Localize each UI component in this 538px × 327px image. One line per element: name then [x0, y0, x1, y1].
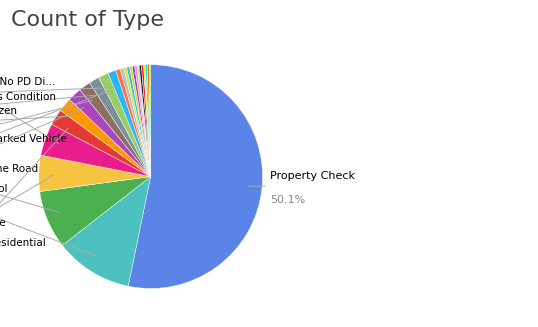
- Wedge shape: [144, 65, 151, 177]
- Wedge shape: [137, 65, 151, 177]
- Text: Property Check: Property Check: [271, 171, 356, 181]
- Wedge shape: [130, 66, 151, 177]
- Text: 50.1%: 50.1%: [271, 195, 306, 205]
- Wedge shape: [60, 99, 151, 177]
- Wedge shape: [39, 155, 151, 192]
- Wedge shape: [149, 65, 151, 177]
- Text: Count of Type: Count of Type: [11, 10, 164, 30]
- Wedge shape: [62, 177, 151, 286]
- Text: Extra Patrol: Extra Patrol: [0, 184, 8, 195]
- Wedge shape: [128, 65, 263, 288]
- Wedge shape: [124, 67, 151, 177]
- Text: Assist Citizen: Assist Citizen: [0, 106, 17, 116]
- Wedge shape: [98, 73, 151, 177]
- Wedge shape: [120, 68, 151, 177]
- Wedge shape: [126, 67, 151, 177]
- Wedge shape: [41, 124, 151, 177]
- Wedge shape: [40, 177, 151, 245]
- Text: Aided Case: Aided Case: [0, 218, 5, 228]
- Wedge shape: [69, 90, 151, 177]
- Wedge shape: [139, 65, 151, 177]
- Wedge shape: [80, 83, 151, 177]
- Wedge shape: [147, 65, 151, 177]
- Text: Rules of the Road: Rules of the Road: [0, 164, 38, 174]
- Text: Illegally Parked Vehicle: Illegally Parked Vehicle: [0, 134, 67, 144]
- Wedge shape: [108, 70, 151, 177]
- Wedge shape: [52, 111, 151, 177]
- Wedge shape: [132, 66, 151, 177]
- Wedge shape: [141, 65, 151, 177]
- Wedge shape: [89, 77, 151, 177]
- Wedge shape: [134, 65, 151, 177]
- Text: Suspicious Condition: Suspicious Condition: [0, 92, 56, 102]
- Wedge shape: [116, 69, 151, 177]
- Wedge shape: [145, 65, 151, 177]
- Text: EMS Only No PD Di...: EMS Only No PD Di...: [0, 77, 55, 87]
- Text: Alarm - Residential: Alarm - Residential: [0, 238, 46, 248]
